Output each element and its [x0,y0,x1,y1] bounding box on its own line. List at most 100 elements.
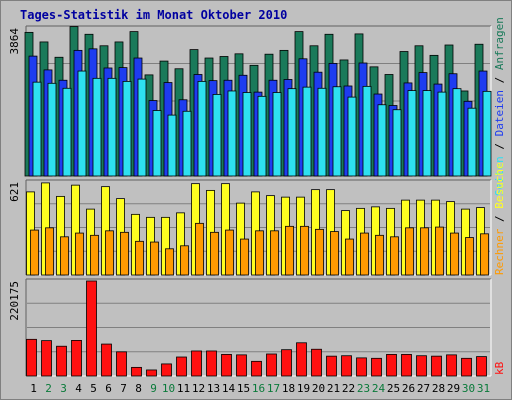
bar-rechner-day-21 [330,231,339,276]
bar-seiten-day-17 [272,92,282,177]
bar-kb-day-19 [296,342,307,377]
legend-middle: Rechner / Besuche [493,162,506,275]
bar-rechner-day-9 [150,241,159,276]
panel-max-label: 3864 [8,28,21,55]
bar-rechner-day-17 [270,230,279,276]
bar-seiten-day-21 [332,86,342,177]
bar-kb-day-22 [341,355,352,377]
bar-rechner-day-13 [210,231,219,276]
day-label-13: 13 [207,382,220,395]
bar-seiten-day-11 [182,110,192,177]
bar-kb-day-28 [431,355,442,377]
bar-kb-day-7 [116,351,127,377]
bar-rechner-day-8 [135,240,144,276]
bar-kb-day-12 [191,350,202,377]
bar-seiten-day-26 [407,90,417,177]
bar-rechner-day-11 [180,245,189,276]
bar-kb-day-20 [311,348,322,377]
bar-kb-day-18 [281,349,292,377]
bar-rechner-day-16 [255,230,264,276]
bar-rechner-day-22 [345,238,354,276]
day-label-20: 20 [312,382,325,395]
day-label-16: 16 [252,382,265,395]
day-label-22: 22 [342,382,355,395]
bar-rechner-day-10 [165,248,174,276]
bar-kb-day-13 [206,350,217,377]
bar-seiten-day-18 [287,88,297,177]
panel-middle: 621 [8,179,492,276]
bar-rechner-day-27 [420,227,429,276]
day-label-21: 21 [327,382,340,395]
bar-seiten-day-5 [92,77,102,177]
bar-rechner-day-24 [375,234,384,276]
bar-seiten-day-1 [32,81,42,177]
bar-rechner-day-1 [30,229,39,276]
day-label-2: 2 [45,382,52,395]
bar-rechner-day-26 [405,227,414,276]
bar-seiten-day-20 [317,87,327,177]
bar-rechner-day-6 [105,230,114,276]
bar-seiten-day-29 [452,88,462,177]
bar-kb-day-14 [221,354,232,377]
bar-rechner-day-7 [120,231,129,276]
bar-kb-day-11 [176,356,187,377]
bar-seiten-day-4 [77,70,87,177]
bar-rechner-day-20 [315,228,324,276]
day-label-25: 25 [387,382,400,395]
chart-title: Tages-Statistik im Monat Oktober 2010 [20,8,287,22]
bar-rechner-day-28 [435,226,444,276]
bar-rechner-day-25 [390,236,399,276]
day-label-26: 26 [402,382,415,395]
day-label-5: 5 [90,382,97,395]
bar-kb-day-5 [86,280,97,377]
bar-seiten-day-22 [347,96,357,177]
panel-max-label: 621 [8,182,21,202]
bar-kb-day-17 [266,353,277,377]
bar-kb-day-31 [476,356,487,377]
bar-seiten-day-2 [47,82,57,177]
bar-seiten-day-12 [197,80,207,177]
bar-rechner-day-5 [90,234,99,276]
bar-kb-day-10 [161,363,172,377]
bar-kb-day-24 [371,357,382,377]
bar-kb-day-9 [146,369,157,377]
bar-kb-day-6 [101,343,112,377]
bar-seiten-day-15 [242,92,252,177]
bar-rechner-day-19 [300,225,309,276]
bar-rechner-day-14 [225,229,234,276]
day-label-24: 24 [372,382,386,395]
day-label-8: 8 [135,382,142,395]
bar-seiten-day-19 [302,86,312,177]
day-label-4: 4 [75,382,82,395]
day-label-19: 19 [297,382,310,395]
bar-seiten-day-27 [422,90,432,177]
bar-seiten-day-9 [152,110,162,177]
day-label-28: 28 [432,382,445,395]
day-label-31: 31 [477,382,490,395]
bar-seiten-day-25 [392,109,402,177]
bar-kb-day-3 [56,345,67,377]
day-label-6: 6 [105,382,112,395]
day-label-23: 23 [357,382,370,395]
bar-rechner-day-2 [45,227,54,276]
panel-bottom: 220175 [8,278,492,377]
bar-rechner-day-29 [450,232,459,276]
bar-kb-day-15 [236,354,247,377]
bar-seiten-day-24 [377,104,387,177]
bar-seiten-day-28 [437,91,447,177]
day-label-14: 14 [222,382,236,395]
bar-seiten-day-6 [107,77,117,177]
bar-rechner-day-12 [195,222,204,276]
bar-seiten-day-10 [167,114,177,177]
day-label-11: 11 [177,382,190,395]
bar-kb-day-2 [41,340,52,377]
bar-rechner-day-15 [240,238,249,276]
bar-kb-day-25 [386,354,397,377]
day-label-27: 27 [417,382,430,395]
bar-rechner-day-4 [75,232,84,276]
bar-rechner-day-23 [360,232,369,276]
day-label-17: 17 [267,382,280,395]
bar-seiten-day-16 [257,95,267,177]
bar-kb-day-30 [461,357,472,377]
